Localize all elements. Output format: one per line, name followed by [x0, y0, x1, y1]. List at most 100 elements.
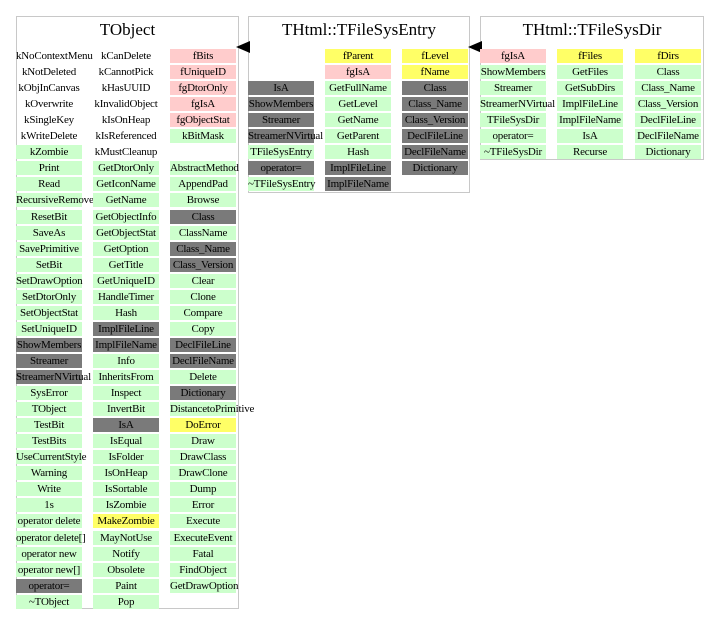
- member-khasuuid: kHasUUID: [101, 82, 151, 94]
- member-setdtoronly: SetDtorOnly: [16, 290, 82, 304]
- member-handletimer: HandleTimer: [93, 290, 159, 304]
- member-kcannotpick: kCannotPick: [98, 66, 154, 78]
- member-operator: operator=: [480, 129, 546, 143]
- member-iszombie: IsZombie: [93, 498, 159, 512]
- member-execute: Execute: [170, 514, 236, 528]
- member-class: Class: [635, 65, 701, 79]
- inheritance-arrow-icon: [468, 41, 482, 53]
- member-geticonname: GetIconName: [93, 177, 159, 191]
- inheritance-arrow-icon: [236, 41, 250, 53]
- member-tfilesysdir: TFileSysDir: [480, 113, 546, 127]
- member-operator: operator=: [16, 579, 82, 593]
- member-implfileline: ImplFileLine: [325, 161, 391, 175]
- member-setdrawoption: SetDrawOption: [16, 274, 83, 288]
- member-tfilesysdir: ~TFileSysDir: [480, 145, 546, 159]
- member-delete: Delete: [170, 370, 236, 384]
- member-showmembers: ShowMembers: [480, 65, 546, 79]
- member-ffiles: fFiles: [557, 49, 623, 63]
- class-title: TObject: [99, 20, 156, 39]
- member-implfileline: ImplFileLine: [93, 322, 159, 336]
- member-paint: Paint: [93, 579, 159, 593]
- member-isfolder: IsFolder: [93, 450, 159, 464]
- class-title: THtml::TFileSysDir: [522, 20, 662, 39]
- member-fdirs: fDirs: [635, 49, 701, 63]
- member-kzombie: kZombie: [16, 145, 82, 159]
- member-tobject: ~TObject: [16, 595, 82, 609]
- member-setbit: SetBit: [16, 258, 82, 272]
- member-saveprimitive: SavePrimitive: [16, 242, 82, 256]
- member-class-version: Class_Version: [635, 97, 701, 111]
- member-testbits: TestBits: [16, 434, 82, 448]
- member-kobjincanvas: kObjInCanvas: [18, 82, 80, 94]
- member-getname: GetName: [93, 193, 159, 207]
- member-findobject: FindObject: [170, 563, 236, 577]
- member-inheritsfrom: InheritsFrom: [93, 370, 159, 384]
- member-dictionary: Dictionary: [170, 386, 236, 400]
- member-operator-new: operator new: [16, 547, 82, 561]
- member-kbitmask: kBitMask: [170, 129, 236, 143]
- member-pop: Pop: [93, 595, 159, 609]
- member-getdrawoption: GetDrawOption: [170, 579, 239, 593]
- member-error: Error: [170, 498, 236, 512]
- member-getsubdirs: GetSubDirs: [557, 81, 623, 95]
- member-isonheap: IsOnHeap: [93, 466, 159, 480]
- member-invertbit: InvertBit: [93, 402, 159, 416]
- member-declfilename: DeclFileName: [635, 129, 701, 143]
- member-operator: operator=: [248, 161, 314, 175]
- member-print: Print: [16, 161, 82, 175]
- member-getfiles: GetFiles: [557, 65, 623, 79]
- member-blank: [170, 145, 236, 159]
- member-info: Info: [93, 354, 159, 368]
- member-fname: fName: [402, 65, 468, 79]
- member-drawclass: DrawClass: [170, 450, 236, 464]
- member-isa: IsA: [557, 129, 623, 143]
- member-flevel: fLevel: [402, 49, 468, 63]
- member-syserror: SysError: [16, 386, 82, 400]
- member-streamer: Streamer: [480, 81, 546, 95]
- member-kisonheap: kIsOnHeap: [101, 114, 151, 126]
- member-isa: IsA: [93, 418, 159, 432]
- member-getobjectstat: GetObjectStat: [93, 226, 159, 240]
- member-resetbit: ResetBit: [16, 210, 82, 224]
- member-fgisa: fgIsA: [325, 65, 391, 79]
- member-implfileline: ImplFileLine: [557, 97, 623, 111]
- member-funiqueid: fUniqueID: [170, 65, 236, 79]
- member-drawclone: DrawClone: [170, 466, 236, 480]
- member-browse: Browse: [170, 193, 236, 207]
- member-declfileline: DeclFileLine: [635, 113, 701, 127]
- member-compare: Compare: [170, 306, 236, 320]
- member-class: Class: [402, 81, 468, 95]
- member-kmustcleanup: kMustCleanup: [94, 146, 158, 158]
- member-showmembers: ShowMembers: [16, 338, 82, 352]
- member-gettitle: GetTitle: [93, 258, 159, 272]
- member-class-version: Class_Version: [402, 113, 468, 127]
- member-kinvalidobject: kInvalidObject: [94, 98, 158, 110]
- member-tobject: TObject: [16, 402, 82, 416]
- member-class-version: Class_Version: [170, 258, 236, 272]
- member-class-name: Class_Name: [635, 81, 701, 95]
- member-testbit: TestBit: [16, 418, 82, 432]
- member-saveas: SaveAs: [16, 226, 82, 240]
- member-ksinglekey: kSingleKey: [24, 114, 74, 126]
- member-classname: ClassName: [170, 226, 236, 240]
- member-makezombie: MakeZombie: [93, 514, 159, 528]
- member-hash: Hash: [93, 306, 159, 320]
- member-implfilename: ImplFileName: [93, 338, 159, 352]
- member-showmembers: ShowMembers: [248, 97, 314, 111]
- member-obsolete: Obsolete: [93, 563, 159, 577]
- member-recurse: Recurse: [557, 145, 623, 159]
- member-hash: Hash: [325, 145, 391, 159]
- member-kisreferenced: kIsReferenced: [95, 130, 157, 142]
- member-getobjectinfo: GetObjectInfo: [93, 210, 159, 224]
- member-warning: Warning: [16, 466, 82, 480]
- member-operator-delete: operator delete: [16, 514, 82, 528]
- member-streamernvirtual: StreamerNVirtual: [16, 370, 91, 384]
- member-operator-new: operator new[]: [16, 563, 82, 577]
- member-abstractmethod: AbstractMethod: [170, 161, 239, 175]
- member-implfilename: ImplFileName: [557, 113, 623, 127]
- member-fgisa: fgIsA: [170, 97, 236, 111]
- member-declfilename: DeclFileName: [402, 145, 468, 159]
- member-getuniqueid: GetUniqueID: [93, 274, 159, 288]
- member-declfilename: DeclFileName: [170, 354, 236, 368]
- member-tfilesysentry: TFileSysEntry: [248, 145, 314, 159]
